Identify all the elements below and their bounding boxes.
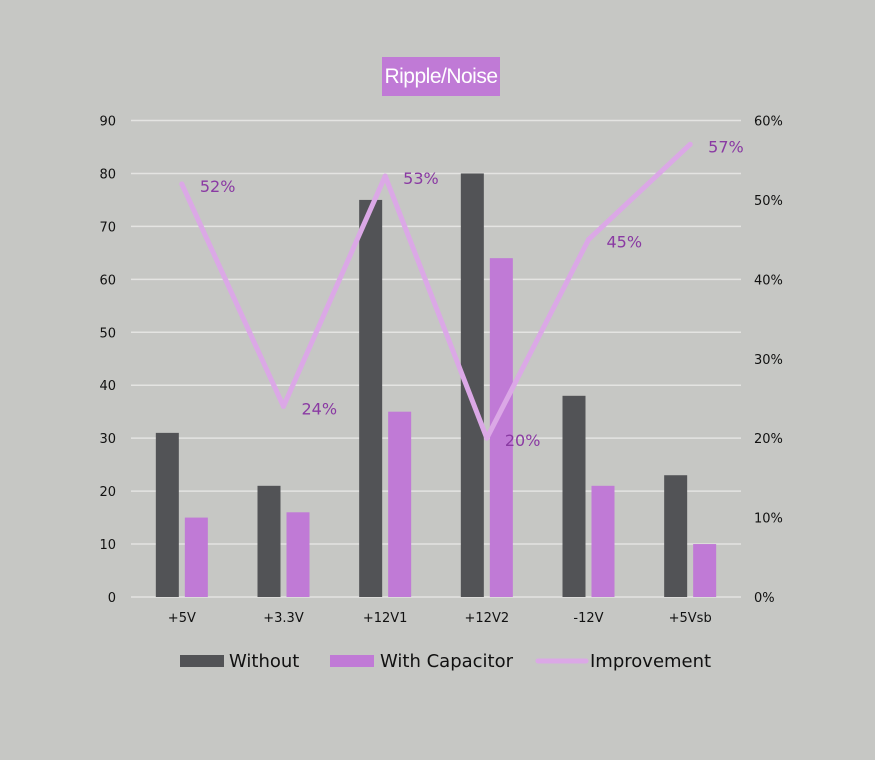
improvement-line — [179, 141, 693, 441]
bar-with-capacitor — [591, 485, 615, 597]
legend-label-without: Without — [229, 651, 299, 672]
axes: 0 10 20 30 40 50 60 70 80 90 0% 10% 20% 30% 40% 50% 60% +… — [99, 115, 782, 627]
improvement-point — [382, 173, 388, 179]
y-left-tick-label: 90 — [99, 115, 116, 130]
y-right-tick-label: 0% — [754, 591, 775, 606]
bar-with-capacitor — [184, 517, 208, 597]
bar-with-capacitor — [489, 258, 513, 597]
y-right-tick-label: 40% — [754, 273, 783, 288]
y-left-tick-label: 70 — [99, 220, 116, 235]
bar-without — [562, 395, 586, 597]
bar-without — [257, 485, 281, 597]
improvement-point — [179, 181, 185, 187]
data-labels: 52% 24% 53% 20% 45% 57% — [200, 137, 744, 450]
improvement-data-label: 20% — [505, 431, 541, 450]
bar-without — [460, 173, 484, 597]
bar-without — [359, 199, 383, 597]
x-tick-label: +5V — [168, 611, 196, 626]
improvement-point — [687, 141, 693, 147]
bar-with-capacitor — [388, 411, 412, 597]
y-left-tick-label: 10 — [99, 538, 116, 553]
y-left-tick-label: 20 — [99, 485, 116, 500]
y-left-tick-label: 30 — [99, 432, 116, 447]
x-tick-label: -12V — [573, 611, 603, 626]
improvement-line-layer — [179, 141, 693, 441]
improvement-point — [281, 403, 286, 409]
y-left-tick-label: 0 — [108, 591, 116, 606]
improvement-point — [484, 435, 490, 441]
y-left-tick-label: 60 — [99, 273, 116, 288]
improvement-data-label: 52% — [200, 177, 236, 196]
x-tick-label: +12V1 — [363, 611, 408, 626]
improvement-data-label: 57% — [708, 137, 744, 156]
y-left-tick-label: 40 — [99, 379, 116, 394]
legend: Without With Capacitor Improvement — [180, 651, 711, 672]
improvement-data-label: 45% — [607, 233, 643, 252]
improvement-data-label: 24% — [302, 399, 338, 418]
x-tick-label: +12V2 — [465, 611, 510, 626]
bar-without — [155, 432, 179, 597]
y-left-tick-label: 80 — [99, 167, 116, 182]
y-right-tick-label: 60% — [754, 115, 783, 130]
gridlines — [131, 119, 741, 598]
legend-swatch-without — [180, 655, 224, 667]
x-tick-label: +3.3V — [263, 611, 304, 626]
legend-swatch-with-capacitor — [330, 655, 374, 667]
bar-with-capacitor — [286, 512, 310, 597]
bar-with-capacitor — [693, 544, 717, 597]
y-right-tick-label: 10% — [754, 512, 783, 527]
chart-title: Ripple/Noise — [382, 57, 500, 96]
improvement-point — [586, 237, 591, 243]
improvement-data-label: 53% — [403, 169, 439, 188]
y-right-tick-label: 30% — [754, 353, 783, 368]
legend-label-with-capacitor: With Capacitor — [380, 651, 514, 672]
bars — [155, 173, 717, 597]
bar-without — [664, 475, 688, 597]
y-left-tick-label: 50 — [99, 326, 116, 341]
x-tick-label: +5Vsb — [669, 611, 712, 626]
y-right-tick-label: 50% — [754, 194, 783, 209]
legend-label-improvement: Improvement — [590, 651, 711, 672]
y-right-tick-label: 20% — [754, 432, 783, 447]
